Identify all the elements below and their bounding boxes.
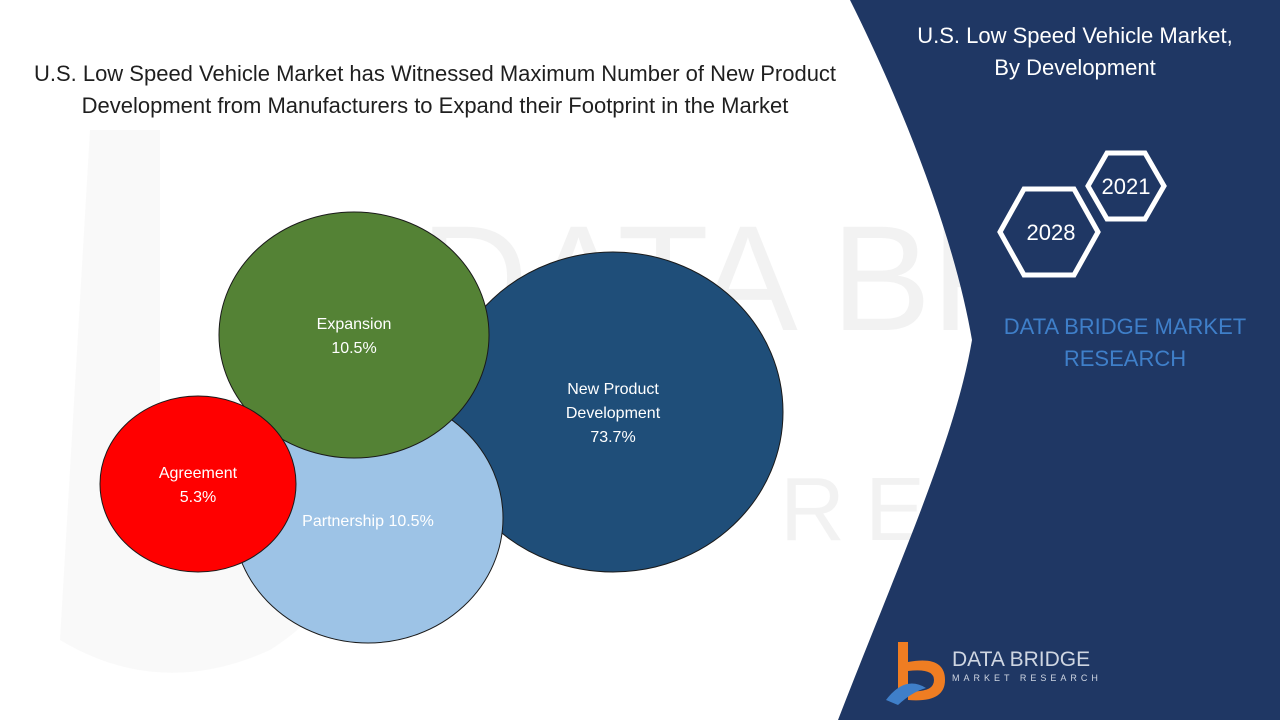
bubble-label-new-product-development: New Product Development 73.7% [566,381,661,446]
bubble-chart [99,211,784,644]
brand-line2: RESEARCH [1063,346,1187,371]
logo-line1: DATA BRIDGE [952,648,1091,671]
bubble-label-expansion: Expansion 10.5% [317,316,392,357]
year-start-label: 2021 [1102,174,1151,199]
bubble-labels: New Product Development 73.7% Partnership 1… [159,316,661,530]
brand-line1: DATA BRIDGE MARKET [1003,314,1247,339]
bubble-label-agreement: Agreement 5.3% [159,465,238,506]
data-bridge-logo-icon [886,642,945,705]
logo-wordmark: DATA BRIDGE MARKET RESEARCH [952,648,1102,684]
year-end-label: 2028 [1027,220,1076,245]
hexagon-2021 [1085,150,1167,222]
bubble-expansion [218,211,490,459]
panel-title-line2: By Development [994,55,1156,80]
year-hexagons [997,150,1167,278]
brand-text: DATA BRIDGE MARKET RESEARCH [975,311,1275,375]
panel-title: U.S. Low Speed Vehicle Market, By Develo… [880,20,1270,84]
bubble-label-partnership: Partnership 10.5% [302,513,434,530]
bubble-agreement [99,395,297,573]
panel-title-line1: U.S. Low Speed Vehicle Market, [917,23,1233,48]
hexagon-2028 [997,186,1101,278]
logo-line2: MARKET RESEARCH [952,673,1102,683]
chart-headline: U.S. Low Speed Vehicle Market has Witnes… [33,61,837,118]
right-panel [838,0,1280,720]
